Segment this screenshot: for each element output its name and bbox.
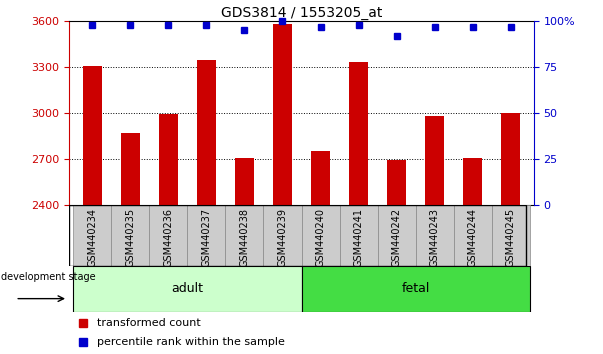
Text: GSM440237: GSM440237 [201, 208, 212, 268]
Bar [150, 205, 188, 266]
Text: GSM440244: GSM440244 [468, 208, 478, 267]
Text: GSM440243: GSM440243 [430, 208, 440, 267]
Text: fetal: fetal [402, 282, 430, 295]
Text: GSM440239: GSM440239 [277, 208, 288, 267]
Text: transformed count: transformed count [97, 318, 201, 329]
Bar [83, 67, 102, 205]
Bar [339, 205, 377, 266]
Bar [377, 205, 415, 266]
Bar [273, 24, 292, 205]
Bar [226, 205, 264, 266]
Bar [73, 205, 111, 266]
Bar [425, 115, 444, 205]
Bar [197, 59, 216, 205]
Bar [302, 205, 339, 266]
Bar [73, 266, 302, 312]
Bar [387, 160, 406, 205]
Text: GSM440242: GSM440242 [391, 208, 402, 268]
Text: percentile rank within the sample: percentile rank within the sample [97, 337, 285, 347]
Bar [463, 158, 482, 205]
Bar [264, 205, 302, 266]
Bar [311, 151, 330, 205]
Bar [111, 205, 150, 266]
Bar [453, 205, 492, 266]
Text: GSM440238: GSM440238 [239, 208, 250, 267]
Bar [302, 266, 530, 312]
Text: development stage: development stage [1, 272, 96, 282]
Bar [235, 158, 254, 205]
Bar [188, 205, 226, 266]
Bar [121, 133, 140, 205]
Title: GDS3814 / 1553205_at: GDS3814 / 1553205_at [221, 6, 382, 20]
Text: adult: adult [171, 282, 203, 295]
Bar [501, 113, 520, 205]
Text: GSM440236: GSM440236 [163, 208, 173, 267]
Text: GSM440245: GSM440245 [506, 208, 516, 268]
Bar [415, 205, 453, 266]
Text: GSM440235: GSM440235 [125, 208, 135, 268]
Text: GSM440241: GSM440241 [353, 208, 364, 267]
Bar [349, 62, 368, 205]
Text: GSM440240: GSM440240 [315, 208, 326, 267]
Text: GSM440234: GSM440234 [87, 208, 97, 267]
Bar [492, 205, 530, 266]
Bar [159, 114, 178, 205]
